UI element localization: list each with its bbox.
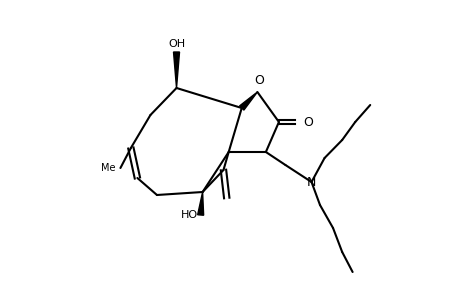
Text: N: N (306, 176, 315, 188)
Text: HO: HO (180, 210, 197, 220)
Text: Me: Me (101, 163, 116, 173)
Text: O: O (303, 116, 313, 128)
Polygon shape (173, 52, 179, 88)
Text: OH: OH (168, 39, 185, 49)
Text: O: O (253, 74, 263, 88)
Polygon shape (239, 92, 257, 110)
Polygon shape (197, 192, 203, 215)
